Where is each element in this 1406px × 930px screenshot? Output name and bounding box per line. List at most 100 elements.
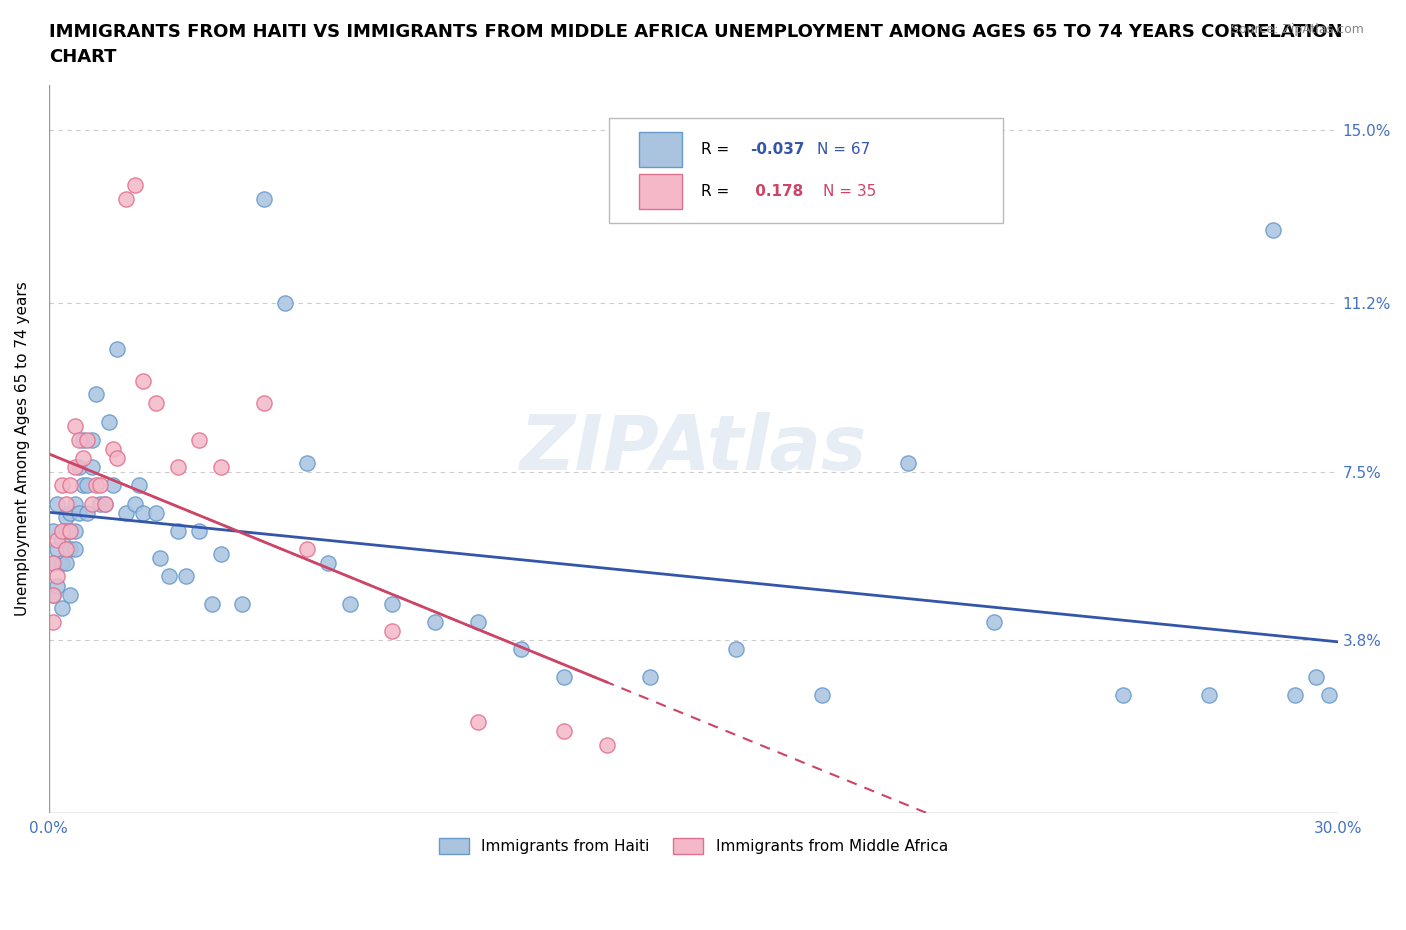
Point: [59, 505, 82, 520]
Point: [553, 724, 575, 738]
Point: [145, 505, 167, 520]
Point: [252, 396, 274, 411]
Point: [174, 569, 197, 584]
Point: [46, 578, 69, 593]
Point: [55, 496, 77, 511]
Point: [42, 615, 65, 630]
Point: [84, 478, 107, 493]
Text: 0.178: 0.178: [749, 183, 803, 199]
Text: -0.037: -0.037: [749, 142, 804, 157]
Point: [467, 714, 489, 729]
Point: [63, 524, 86, 538]
Point: [381, 596, 404, 611]
Point: [467, 615, 489, 630]
Point: [67, 459, 90, 474]
Legend: Immigrants from Haiti, Immigrants from Middle Africa: Immigrants from Haiti, Immigrants from M…: [433, 832, 953, 860]
Point: [80, 459, 103, 474]
Point: [76, 505, 98, 520]
Point: [201, 596, 224, 611]
Point: [42, 555, 65, 570]
Point: [252, 192, 274, 206]
Point: [188, 524, 211, 538]
Text: N = 35: N = 35: [824, 183, 877, 199]
Text: R =: R =: [702, 142, 734, 157]
Point: [725, 642, 748, 657]
Point: [553, 669, 575, 684]
Point: [80, 432, 103, 447]
Point: [63, 541, 86, 556]
Point: [149, 551, 172, 565]
Point: [132, 373, 155, 388]
Point: [510, 642, 533, 657]
Point: [145, 396, 167, 411]
Point: [115, 192, 138, 206]
Point: [55, 541, 77, 556]
Point: [983, 615, 1005, 630]
Point: [46, 569, 69, 584]
Point: [128, 478, 150, 493]
Point: [166, 524, 188, 538]
Point: [1317, 687, 1340, 702]
Point: [897, 455, 920, 470]
Point: [63, 459, 86, 474]
Point: [84, 387, 107, 402]
Point: [42, 555, 65, 570]
Point: [46, 541, 69, 556]
Point: [59, 541, 82, 556]
Point: [209, 546, 232, 561]
Point: [103, 442, 125, 457]
Point: [93, 496, 115, 511]
Point: [59, 478, 82, 493]
Point: [93, 496, 115, 511]
Point: [72, 451, 94, 466]
Point: [63, 496, 86, 511]
Point: [103, 478, 125, 493]
Point: [42, 587, 65, 602]
Point: [166, 459, 188, 474]
Point: [209, 459, 232, 474]
Point: [42, 587, 65, 602]
Point: [231, 596, 253, 611]
Point: [46, 496, 69, 511]
Point: [1263, 223, 1285, 238]
Point: [89, 496, 111, 511]
Point: [89, 478, 111, 493]
Point: [63, 418, 86, 433]
FancyBboxPatch shape: [640, 174, 682, 208]
Point: [72, 478, 94, 493]
Text: IMMIGRANTS FROM HAITI VS IMMIGRANTS FROM MIDDLE AFRICA UNEMPLOYMENT AMONG AGES 6: IMMIGRANTS FROM HAITI VS IMMIGRANTS FROM…: [49, 23, 1343, 66]
Text: N = 67: N = 67: [817, 142, 870, 157]
Point: [188, 432, 211, 447]
FancyBboxPatch shape: [640, 132, 682, 167]
Point: [1284, 687, 1306, 702]
Point: [124, 496, 146, 511]
Point: [1198, 687, 1220, 702]
Text: Source: ZipAtlas.com: Source: ZipAtlas.com: [1230, 23, 1364, 36]
Point: [59, 524, 82, 538]
Point: [381, 624, 404, 639]
Point: [51, 478, 73, 493]
Point: [55, 555, 77, 570]
Point: [596, 737, 619, 752]
Point: [76, 478, 98, 493]
Point: [132, 505, 155, 520]
Point: [97, 414, 120, 429]
Point: [55, 524, 77, 538]
Point: [67, 432, 90, 447]
Y-axis label: Unemployment Among Ages 65 to 74 years: Unemployment Among Ages 65 to 74 years: [15, 282, 30, 617]
Point: [339, 596, 361, 611]
Point: [67, 505, 90, 520]
Point: [107, 451, 129, 466]
FancyBboxPatch shape: [609, 117, 1002, 223]
Point: [124, 178, 146, 193]
Point: [115, 505, 138, 520]
Point: [55, 510, 77, 525]
Point: [295, 455, 318, 470]
Point: [295, 541, 318, 556]
Point: [59, 587, 82, 602]
Text: ZIPAtlas: ZIPAtlas: [520, 412, 868, 486]
Point: [425, 615, 447, 630]
Point: [640, 669, 662, 684]
Point: [72, 432, 94, 447]
Point: [42, 524, 65, 538]
